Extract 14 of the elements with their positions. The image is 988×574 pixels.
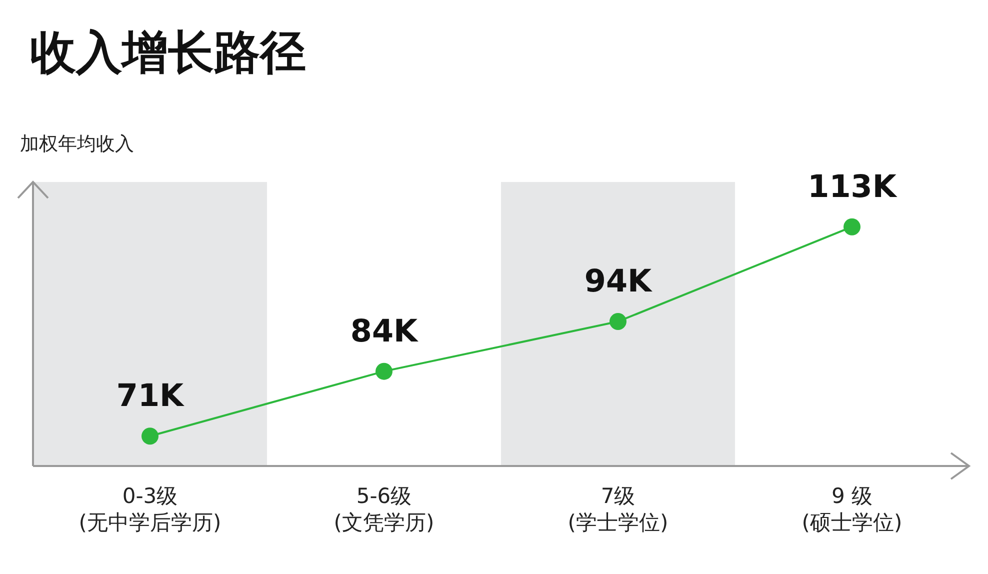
point [610, 313, 626, 330]
x-tick-label: 0-3级 (无中学后学历) [78, 484, 222, 534]
data-label: 84K [350, 313, 419, 350]
point [142, 428, 158, 445]
data-label: 71K [116, 378, 185, 414]
x-tick-label: 7级 (学士学位) [568, 484, 668, 534]
x-tick-label: 9 级 (硕士学位) [802, 484, 902, 534]
point [376, 362, 392, 380]
point [844, 218, 860, 236]
data-label: 94K [584, 264, 653, 300]
chart-title: 收入增长路径 [30, 25, 306, 79]
data-label: 113K [808, 168, 898, 205]
x-tick-label: 5-6级 (文凭学历) [334, 484, 434, 534]
y-axis-title: 加权年均收入 [20, 133, 134, 155]
